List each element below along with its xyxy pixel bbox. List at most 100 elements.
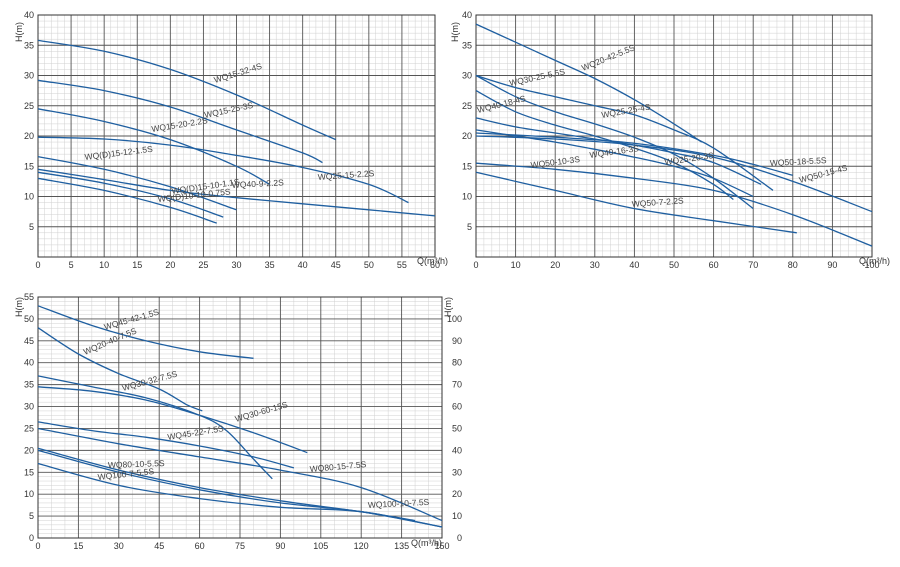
series-line: [475, 129, 754, 198]
curve-label: WQ100-10-7.5S: [368, 497, 430, 510]
y-right-tick-label: 50: [452, 423, 462, 433]
y-axis-label: H(m): [14, 297, 24, 317]
curve-label: WQ80-15-7.5S: [309, 459, 367, 474]
x-tick-label: 45: [331, 260, 341, 270]
y-axis-label: H(m): [14, 22, 24, 42]
curve-label: WQ50-7-2.2S: [631, 195, 684, 209]
x-tick-label: 90: [275, 541, 285, 551]
series-line: [475, 74, 754, 210]
y-tick-label: 25: [24, 101, 34, 111]
y-right-tick-label: 30: [452, 467, 462, 477]
x-tick-label: 70: [748, 260, 758, 270]
y-right-axis-label: H(m): [443, 297, 453, 317]
x-tick-label: 135: [394, 541, 409, 551]
x-tick-label: 60: [709, 260, 719, 270]
curve-label: WQ(D)15-12-1.5S: [84, 144, 154, 162]
series-line: [37, 136, 409, 204]
y-tick-label: 10: [24, 489, 34, 499]
x-tick-label: 50: [669, 260, 679, 270]
series-line: [475, 74, 774, 191]
y-tick-label: 25: [462, 101, 472, 111]
x-tick-label: 0: [473, 260, 478, 270]
curve-label: WQ15-32-4S: [213, 61, 264, 85]
series-line: [475, 90, 734, 201]
y-right-tick-label: 60: [452, 402, 462, 412]
x-tick-label: 55: [397, 260, 407, 270]
curve-label: WQ40-16-3S: [589, 143, 640, 160]
plot-frame: [37, 14, 436, 258]
x-tick-label: 105: [313, 541, 328, 551]
y-right-tick-label: 40: [452, 445, 462, 455]
series-line: [37, 421, 295, 469]
series-line: [37, 386, 308, 454]
x-tick-label: 35: [265, 260, 275, 270]
y-right-tick-label: 80: [452, 358, 462, 368]
y-tick-label: 55: [24, 292, 34, 302]
y-tick-label: 30: [24, 402, 34, 412]
y-tick-label: 0: [29, 533, 34, 543]
y-tick-label: 20: [24, 131, 34, 141]
x-tick-label: 30: [590, 260, 600, 270]
x-tick-label: 60: [195, 541, 205, 551]
series-line: [37, 427, 443, 522]
y-tick-label: 10: [462, 192, 472, 202]
y-tick-label: 40: [24, 10, 34, 20]
chart-3: 0 15 30 45 60 75 90 105 120 135 150 0 5 10 15 20 25 30 35 4…: [14, 292, 462, 551]
x-tick-label: 20: [165, 260, 175, 270]
x-tick-label: 120: [354, 541, 369, 551]
y-tick-label: 15: [462, 161, 472, 171]
x-tick-label: 10: [99, 260, 109, 270]
y-tick-label: 30: [462, 71, 472, 81]
y-tick-label: 5: [29, 511, 34, 521]
series-line: [37, 327, 203, 412]
x-tick-label: 30: [114, 541, 124, 551]
chart-1: 0 5 10 15 20 25 30 35 40 45 50 55 60 5 10 15 20 25 30 35 40 Q…: [14, 10, 448, 270]
y-tick-label: 15: [24, 467, 34, 477]
curve-label: WQ30-32-7.5S: [121, 369, 179, 393]
x-tick-label: 15: [132, 260, 142, 270]
y-tick-label: 35: [462, 40, 472, 50]
x-tick-label: 30: [231, 260, 241, 270]
y-right-tick-label: 100: [447, 314, 462, 324]
series-line: [475, 171, 797, 234]
y-tick-label: 10: [24, 192, 34, 202]
x-axis-label: Q(m³/h): [859, 256, 890, 266]
x-tick-label: 75: [235, 541, 245, 551]
y-axis-label: H(m): [450, 22, 460, 42]
y-tick-label: 40: [24, 358, 34, 368]
x-tick-label: 0: [35, 541, 40, 551]
x-tick-label: 40: [629, 260, 639, 270]
y-tick-label: 35: [24, 40, 34, 50]
x-tick-label: 90: [827, 260, 837, 270]
series-line: [37, 155, 237, 211]
series-line: [37, 171, 224, 218]
x-tick-label: 50: [364, 260, 374, 270]
x-tick-label: 60: [430, 260, 440, 270]
x-tick-label: 15: [73, 541, 83, 551]
x-tick-label: 40: [298, 260, 308, 270]
x-axis-label: Q(m³/h): [417, 256, 448, 266]
series-line: [37, 177, 217, 224]
series-line: [475, 132, 793, 176]
series-line: [37, 305, 254, 359]
x-tick-label: 100: [864, 260, 879, 270]
y-right-tick-label: 20: [452, 489, 462, 499]
plot-frame: [37, 296, 443, 539]
y-right-tick-label: 90: [452, 336, 462, 346]
curve-label: WQ80-10-5.5S: [108, 458, 165, 470]
y-tick-label: 45: [24, 336, 34, 346]
y-right-tick-label: 70: [452, 380, 462, 390]
chart-2: 0 10 20 30 40 50 60 70 80 90 100 5 10 15 20 25 30 35 40 Q(m…: [450, 10, 890, 270]
y-tick-label: 5: [467, 222, 472, 232]
curve-label: WQ15-25-3S: [203, 100, 254, 120]
series-line: [37, 462, 443, 528]
series-line: [475, 162, 873, 247]
x-axis-label: Q(m³/h): [411, 538, 442, 548]
y-tick-label: 5: [29, 222, 34, 232]
x-tick-label: 150: [434, 541, 449, 551]
series-line: [37, 79, 323, 164]
curve-label: WQ40-9-2.2S: [232, 177, 285, 190]
y-tick-label: 30: [24, 71, 34, 81]
series-line: [37, 108, 270, 185]
